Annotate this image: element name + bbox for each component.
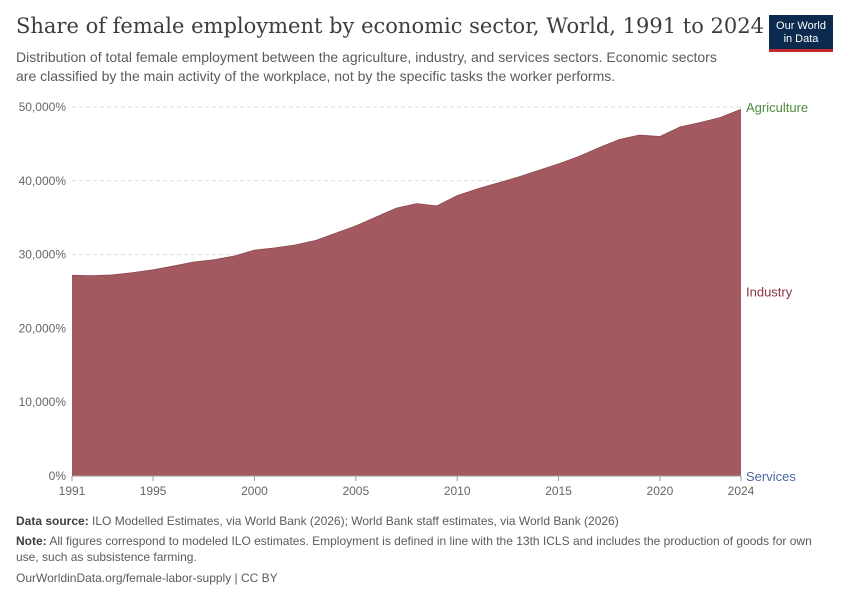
source-url[interactable]: OurWorldinData.org/female-labor-supply |… xyxy=(16,571,278,585)
series-label-services: Services xyxy=(746,469,796,484)
series-edge-industry xyxy=(71,108,742,277)
x-tick-label: 1991 xyxy=(59,484,86,498)
owid-logo[interactable]: Our World in Data xyxy=(769,15,833,52)
x-tick-label: 2000 xyxy=(241,484,268,498)
series-label-industry: Industry xyxy=(746,285,793,300)
y-tick-label: 40,000% xyxy=(19,174,67,188)
logo-line-2: in Data xyxy=(783,33,819,45)
y-tick-label: 0% xyxy=(49,469,67,483)
series-labels: Agriculture Industry Services xyxy=(746,100,808,484)
chart-subtitle: Distribution of total female employment … xyxy=(16,49,717,84)
x-tick-label: 1995 xyxy=(140,484,167,498)
x-tick-label: 2024 xyxy=(728,484,755,498)
series-area-industry xyxy=(72,109,741,477)
y-tick-label: 20,000% xyxy=(19,321,67,335)
data-source-label: Data source: xyxy=(16,514,89,528)
area-layer xyxy=(71,108,742,477)
x-tick-label: 2020 xyxy=(647,484,674,498)
series-label-agriculture: Agriculture xyxy=(746,100,808,115)
data-source: Data source: ILO Modelled Estimates, via… xyxy=(16,513,619,529)
y-tick-label: 50,000% xyxy=(19,100,67,114)
chart-note: Note: All figures correspond to modeled … xyxy=(16,533,831,565)
axes: 0% 10,000% 20,000% 30,000% 40,000% 50,000% 199… xyxy=(19,100,755,498)
logo-line-1: Our World xyxy=(776,20,826,32)
note-label: Note: xyxy=(16,534,47,548)
y-tick-label: 10,000% xyxy=(19,395,67,409)
x-tick-label: 2010 xyxy=(444,484,471,498)
data-source-text: ILO Modelled Estimates, via World Bank (… xyxy=(92,514,619,528)
y-tick-label: 30,000% xyxy=(19,248,67,262)
chart-title: Share of female employment by economic s… xyxy=(16,14,764,38)
x-tick-label: 2015 xyxy=(545,484,572,498)
note-text: All figures correspond to modeled ILO es… xyxy=(16,534,812,564)
x-tick-label: 2005 xyxy=(342,484,369,498)
